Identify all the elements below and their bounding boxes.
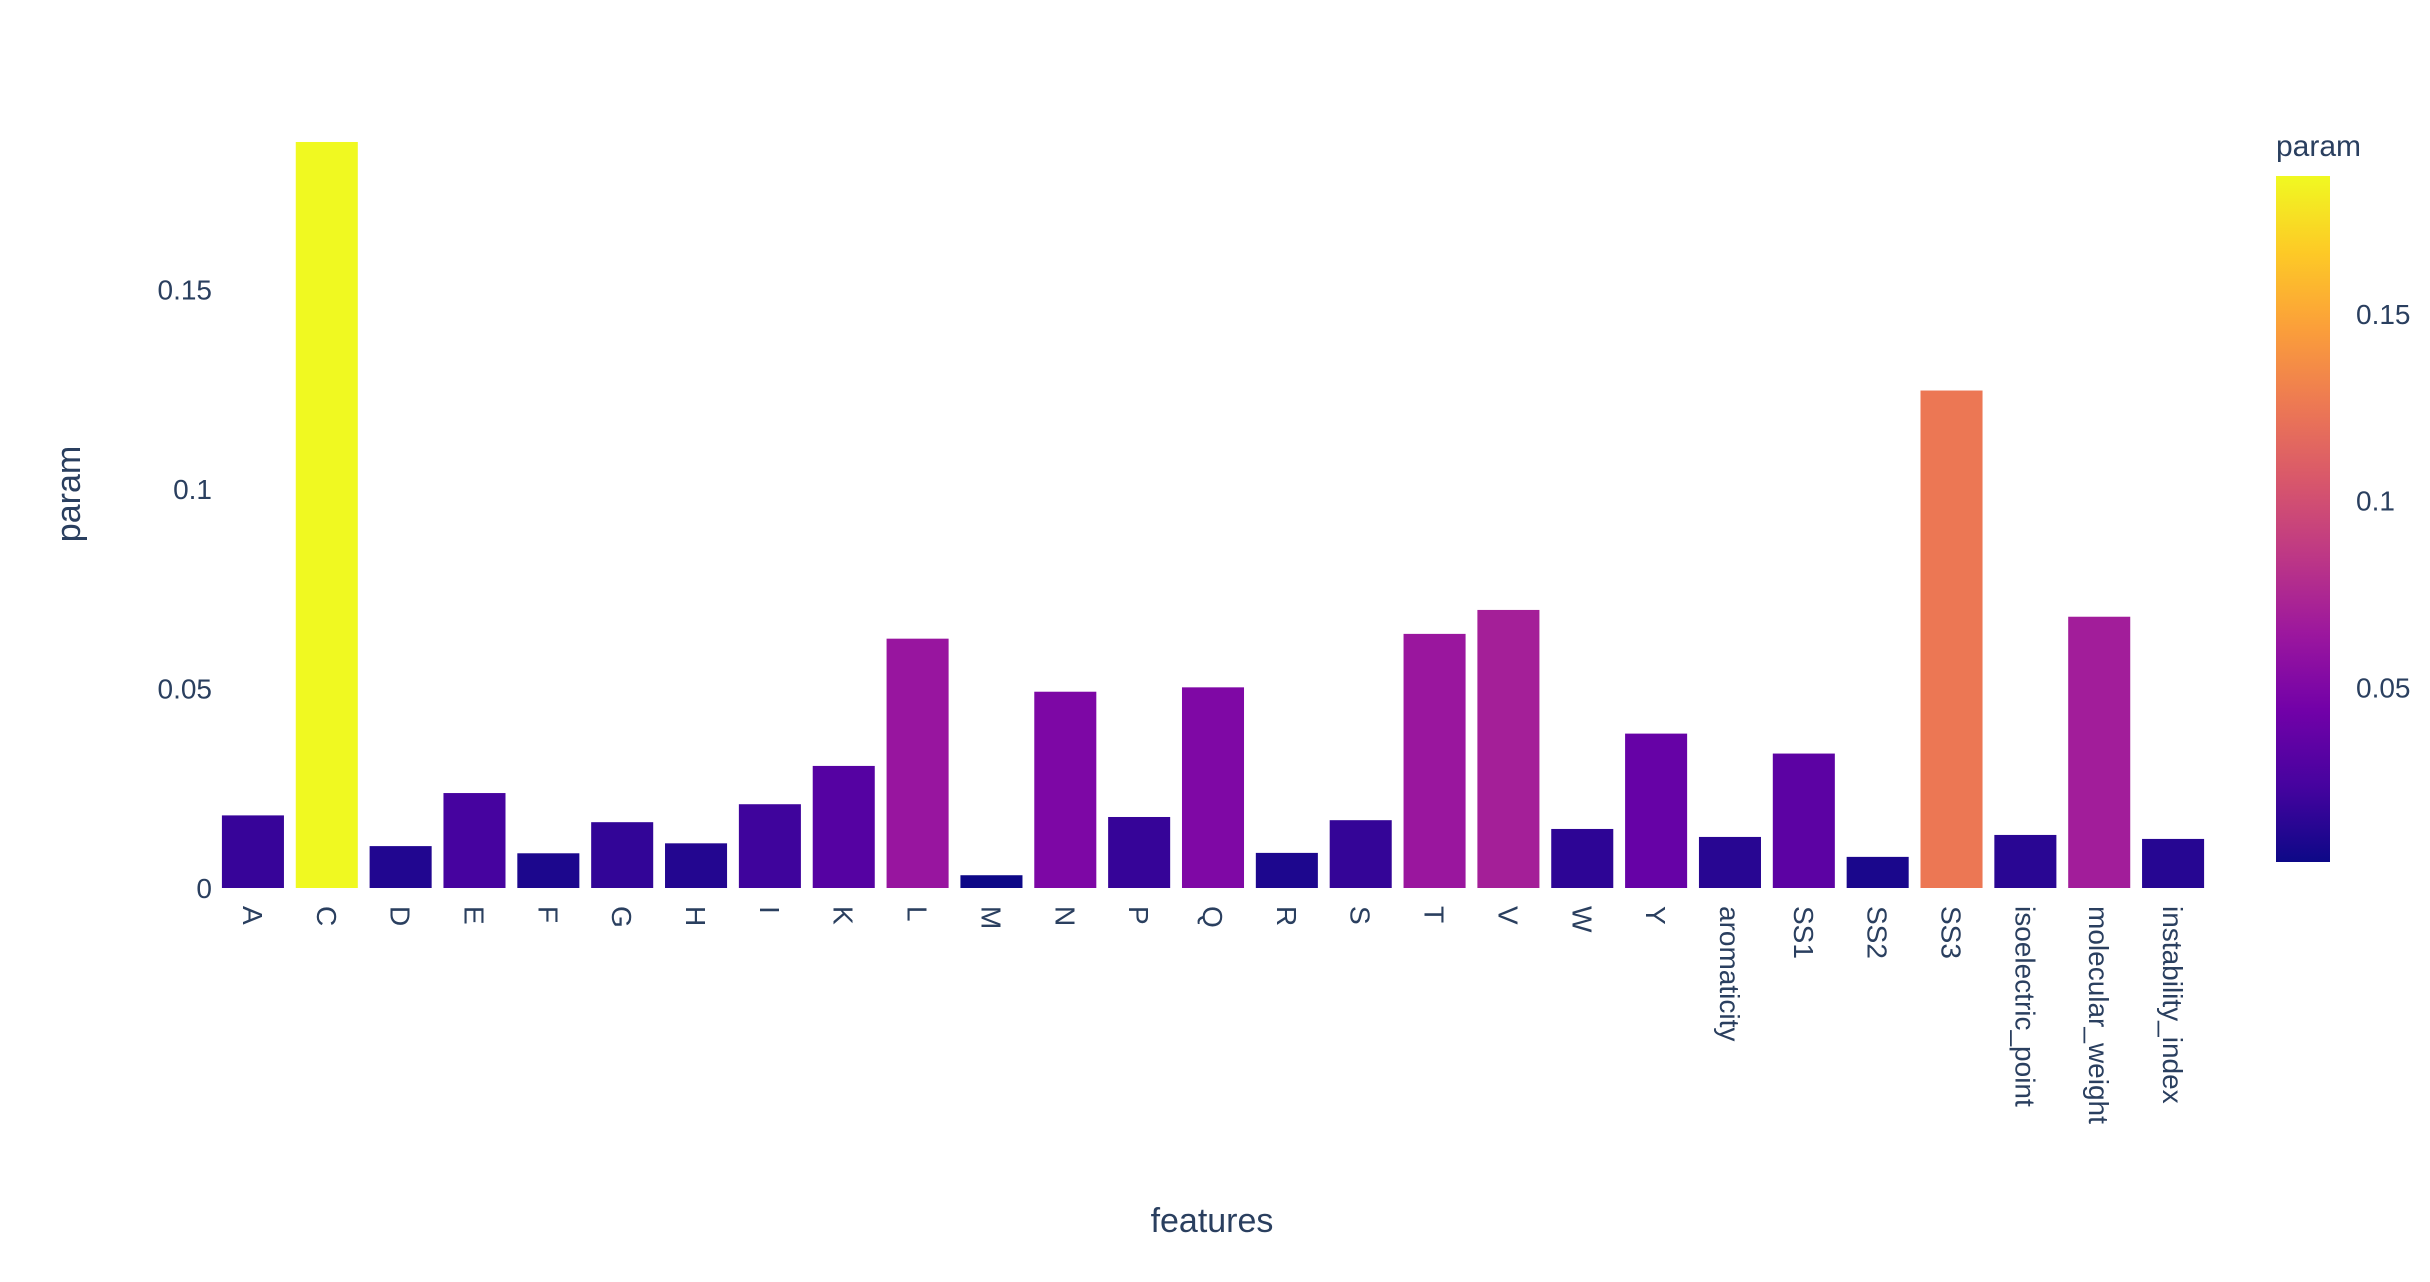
x-axis-title: features [1151, 1202, 1274, 1240]
bar-aromaticity[interactable] [1698, 836, 1761, 888]
y-tick-label: 0.05 [158, 674, 213, 705]
bar-H[interactable] [665, 843, 728, 888]
colorbar-tick-label: 0.1 [2356, 486, 2395, 517]
x-tick-label: aromaticity [1714, 906, 1745, 1041]
x-tick-label: A [237, 906, 268, 925]
x-tick-label: W [1566, 906, 1597, 933]
x-tick-label: D [385, 906, 416, 926]
y-axis-ticks: 0 0.05 0.1 0.15 [158, 275, 213, 904]
x-tick-label: SS1 [1788, 906, 1819, 959]
bar-V[interactable] [1477, 609, 1540, 888]
colorbar-tick-label: 0.05 [2356, 672, 2411, 703]
x-tick-label: N [1049, 906, 1080, 926]
x-tick-label: R [1271, 906, 1302, 926]
y-axis-title: param [50, 446, 88, 542]
bar-SS3[interactable] [1920, 390, 1983, 888]
bar-S[interactable] [1329, 820, 1392, 888]
x-tick-label: H [680, 906, 711, 926]
bar-instability_index[interactable] [2142, 838, 2205, 888]
x-tick-label: G [606, 906, 637, 928]
x-tick-label: SS2 [1862, 906, 1893, 959]
x-tick-label: P [1123, 906, 1154, 925]
bar-molecular_weight[interactable] [2068, 616, 2131, 888]
bar-Q[interactable] [1181, 687, 1245, 888]
bar-P[interactable] [1108, 816, 1171, 888]
bar-SS1[interactable] [1772, 753, 1835, 888]
x-tick-label: T [1419, 906, 1450, 923]
x-tick-label: S [1345, 906, 1376, 925]
x-tick-label: SS3 [1936, 906, 1967, 959]
bar-R[interactable] [1255, 852, 1318, 888]
bar-SS2[interactable] [1846, 856, 1909, 888]
x-tick-label: Y [1640, 906, 1671, 925]
x-tick-label: E [458, 906, 489, 925]
bar-F[interactable] [517, 853, 580, 888]
bar-T[interactable] [1403, 633, 1466, 888]
bar-I[interactable] [738, 804, 801, 888]
bar-W[interactable] [1551, 828, 1614, 888]
y-tick-label: 0.15 [158, 275, 213, 306]
y-tick-label: 0 [196, 873, 212, 904]
colorbar: param 0.05 0.1 0.15 [2276, 130, 2411, 862]
x-tick-label: molecular_weight [2083, 906, 2114, 1124]
x-tick-label: isoelectric_point [2009, 906, 2040, 1107]
x-tick-label: L [902, 906, 933, 922]
colorbar-gradient [2276, 176, 2330, 862]
x-tick-label: C [311, 906, 342, 926]
colorbar-ticks: 0.05 0.1 0.15 [2356, 299, 2411, 703]
x-tick-label: V [1492, 906, 1523, 925]
y-tick-label: 0.1 [173, 474, 212, 505]
bar-E[interactable] [443, 793, 506, 888]
bar-isoelectric_point[interactable] [1994, 834, 2057, 888]
bar-G[interactable] [591, 822, 654, 888]
colorbar-tick-label: 0.15 [2356, 299, 2411, 330]
bar-Y[interactable] [1625, 733, 1688, 888]
bar-A[interactable] [221, 815, 284, 888]
x-tick-label: instability_index [2157, 906, 2188, 1104]
x-tick-label: I [754, 906, 785, 914]
bars-group [221, 141, 2205, 889]
x-tick-label: Q [1197, 906, 1228, 928]
x-tick-label: K [828, 906, 859, 925]
colorbar-title: param [2276, 130, 2361, 163]
bar-C[interactable] [295, 141, 358, 889]
bar-L[interactable] [886, 638, 949, 888]
bar-M[interactable] [960, 875, 1023, 888]
bar-D[interactable] [369, 846, 432, 888]
bar-N[interactable] [1034, 691, 1097, 888]
x-tick-label: M [975, 906, 1006, 929]
x-tick-label: F [532, 906, 563, 923]
bar-K[interactable] [812, 765, 875, 888]
